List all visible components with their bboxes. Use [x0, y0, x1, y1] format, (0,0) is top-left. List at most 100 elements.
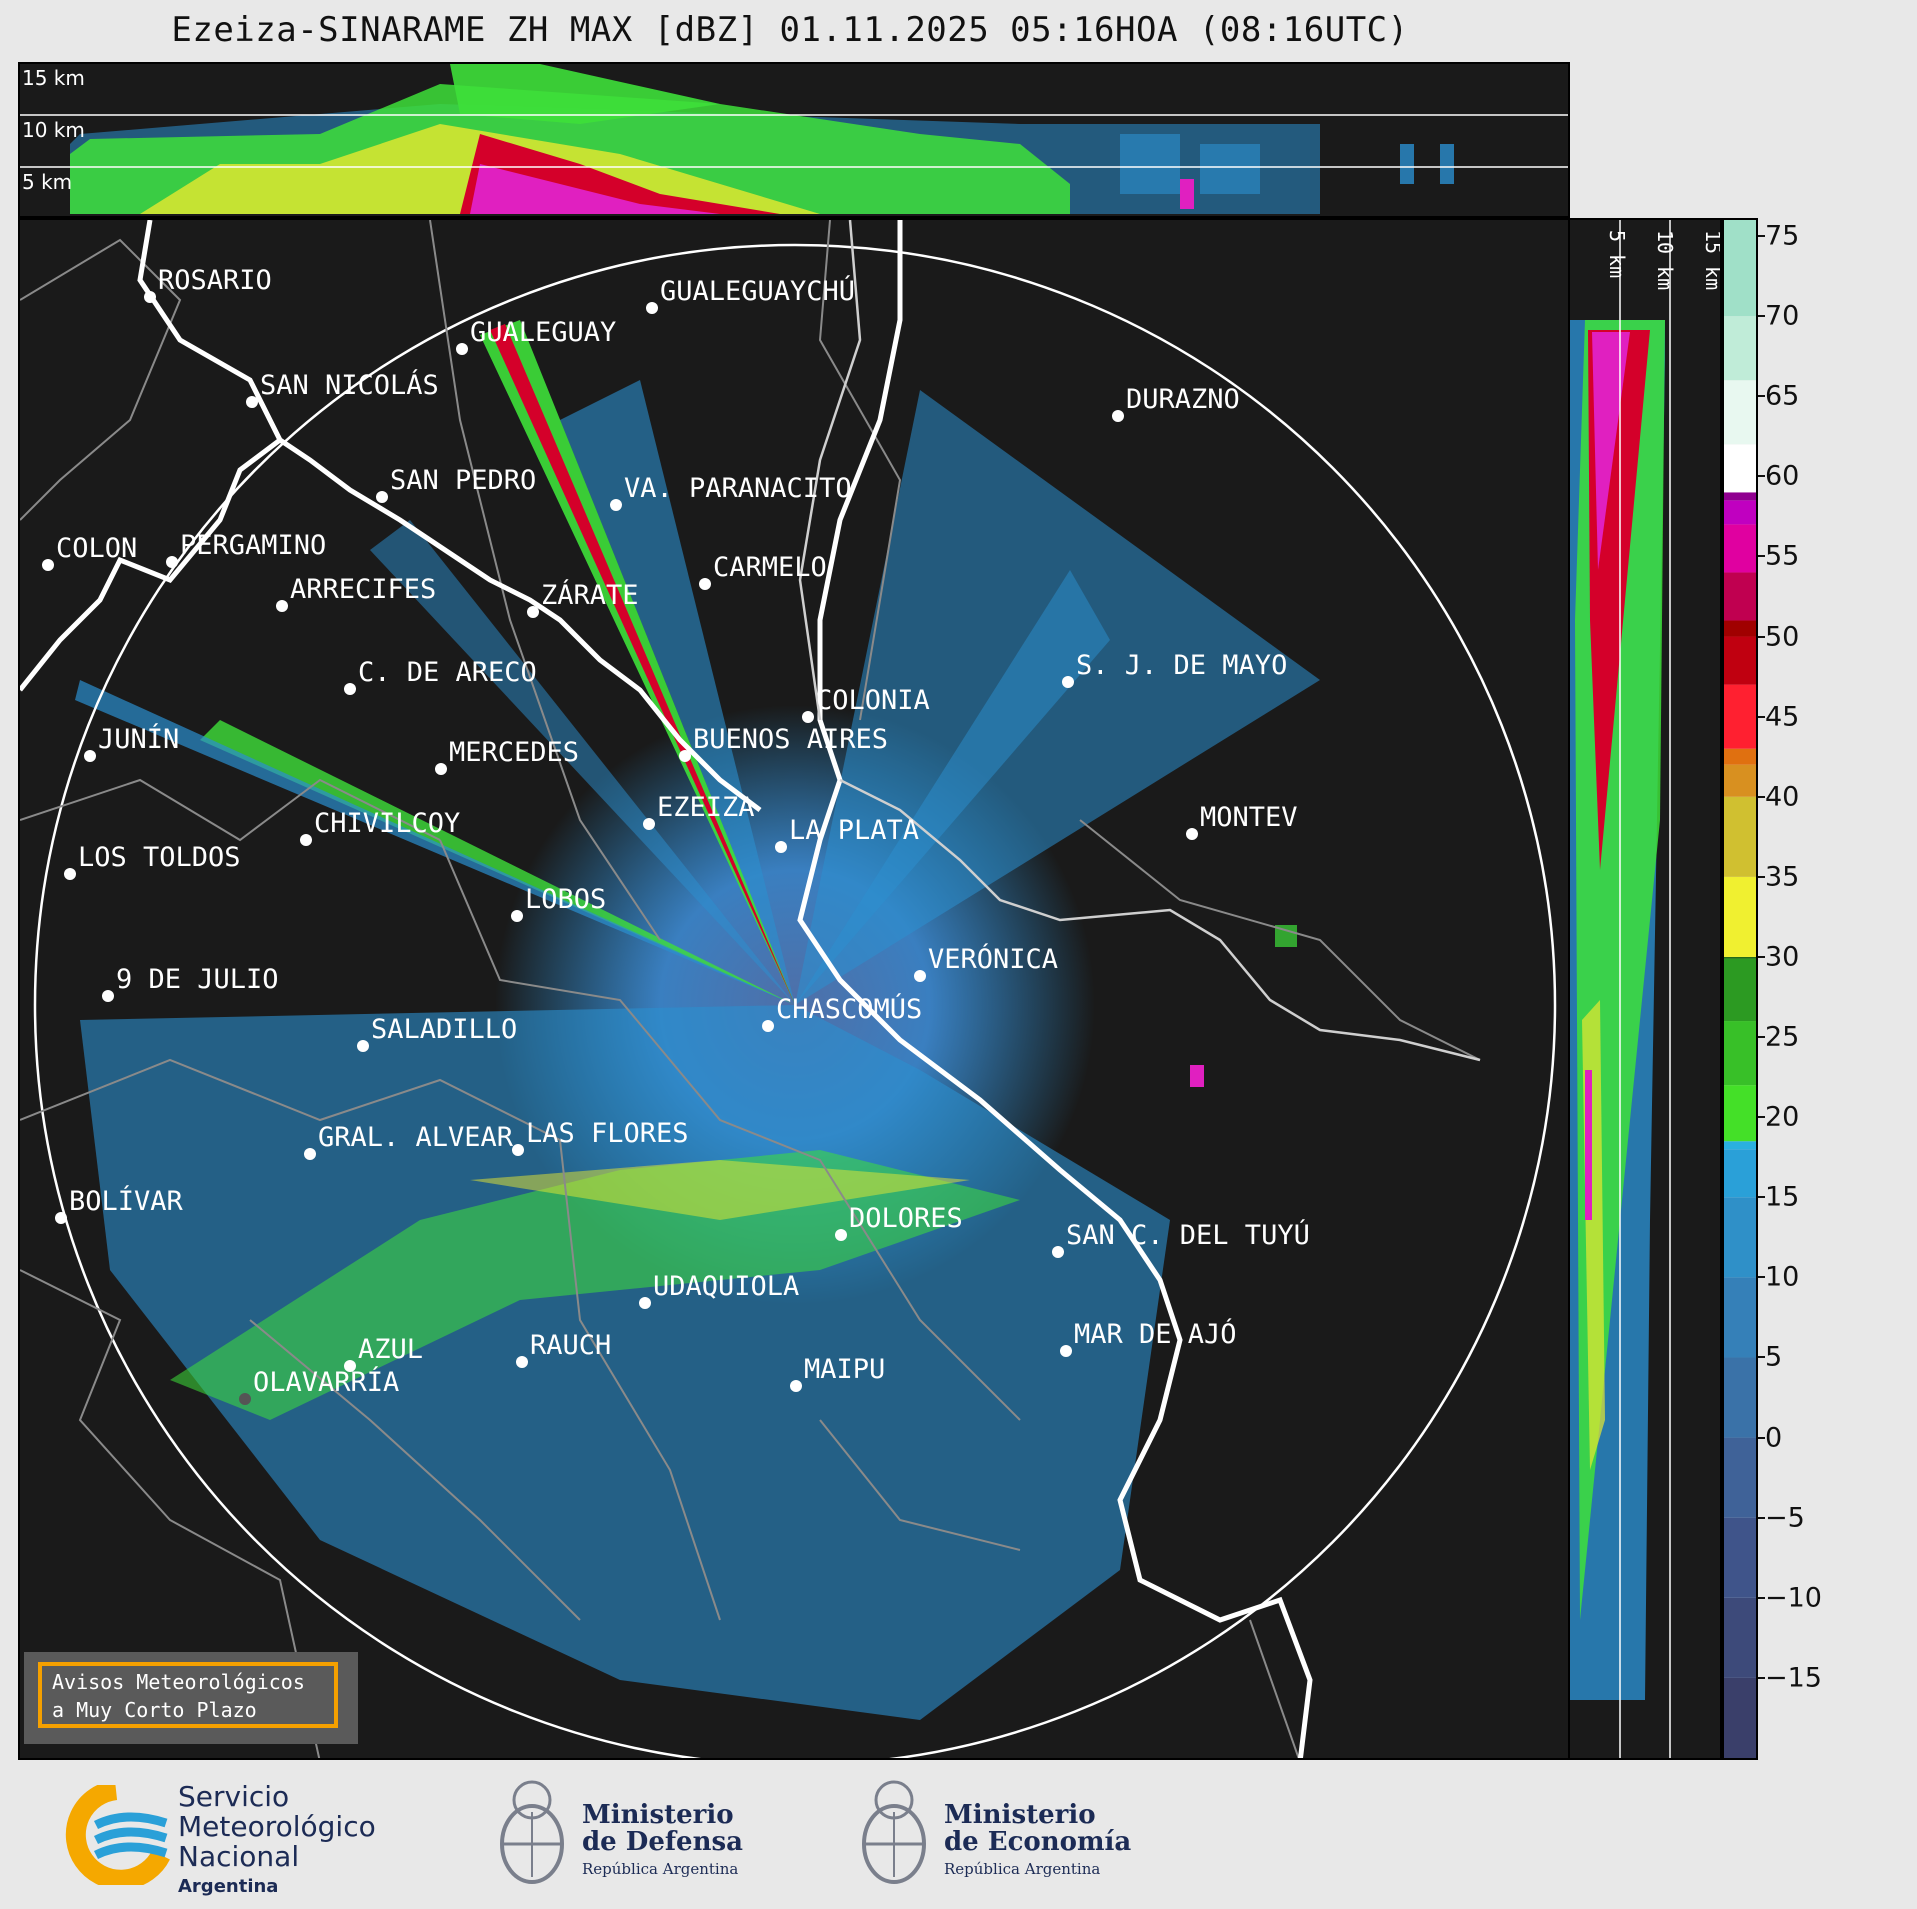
city-marker — [1062, 676, 1074, 688]
city-label: VA. PARANACITO — [624, 473, 852, 504]
city-marker — [102, 990, 114, 1002]
colorbar-tick-label: 45 — [1765, 701, 1800, 733]
city-marker — [239, 1393, 251, 1405]
colorbar-segment — [1724, 524, 1756, 573]
city-label: SALADILLO — [371, 1014, 517, 1045]
city-marker — [246, 396, 258, 408]
city-marker — [1186, 828, 1198, 840]
city-marker — [511, 910, 523, 922]
city-label: BOLÍVAR — [69, 1185, 184, 1217]
range-ring — [33, 243, 1557, 1758]
radar-map-plot: ROSARIO GUALEGUAYCHÚ GUALEGUAY SAN NICOLÁS D… — [20, 220, 1568, 1758]
city-label: MAIPU — [804, 1354, 885, 1385]
colorbar-tick-mark — [1758, 1036, 1765, 1039]
city-label: RAUCH — [530, 1330, 611, 1361]
badge-line1: Avisos Meteorológicos — [52, 1670, 305, 1694]
city-label: OLAVARRÍA — [253, 1366, 399, 1398]
city-marker — [376, 491, 388, 503]
colorbar-segment — [1724, 1021, 1756, 1086]
city-marker — [1112, 410, 1124, 422]
colorbar-segment — [1724, 220, 1756, 317]
coastline-uruguay — [798, 220, 1481, 1062]
city-marker — [55, 1212, 67, 1224]
colorbar-gradient — [1724, 220, 1756, 1758]
colorbar-tick-mark — [1758, 1276, 1765, 1279]
smn-line2: Meteorológico — [178, 1810, 376, 1843]
city-marker — [914, 970, 926, 982]
colorbar-segment — [1724, 572, 1756, 621]
economia-line2: de Economía — [944, 1827, 1132, 1857]
city-marker — [639, 1297, 651, 1309]
economia-line3: República Argentina — [944, 1860, 1101, 1878]
warnings-badge-frame: Avisos Meteorológicos a Muy Corto Plazo — [38, 1662, 338, 1728]
city-marker — [646, 302, 658, 314]
economia-line1: Ministerio — [944, 1800, 1096, 1830]
height-label: 5 km — [22, 170, 73, 194]
city-marker — [456, 343, 468, 355]
colorbar-tick-label: −5 — [1765, 1502, 1805, 1534]
colorbar-segment — [1724, 796, 1756, 877]
defensa-logo-text: Ministerio de Defensa República Argentin… — [582, 1802, 743, 1883]
smn-logo-text: Servicio Meteorológico Nacional Argentin… — [178, 1782, 376, 1902]
colorbar-tick-label: 25 — [1765, 1021, 1800, 1053]
height-label: 10 km — [22, 118, 85, 142]
city-label: MONTEV — [1200, 802, 1298, 833]
colorbar-tick-mark — [1758, 1116, 1765, 1119]
warnings-badge[interactable]: Avisos Meteorológicos a Muy Corto Plazo — [24, 1652, 358, 1744]
colorbar-segment — [1724, 748, 1756, 765]
city-marker — [512, 1144, 524, 1156]
city-marker — [304, 1148, 316, 1160]
colorbar-tick-mark — [1758, 1676, 1765, 1679]
colorbar-tick-mark — [1758, 1196, 1765, 1199]
colorbar-segment — [1724, 500, 1756, 525]
colorbar-segment — [1724, 1141, 1756, 1150]
badge-line2: a Muy Corto Plazo — [52, 1698, 257, 1722]
argentina-coat-of-arms-icon — [862, 1780, 926, 1884]
side-cross-section: 5 km 10 km 15 km — [1568, 218, 1722, 1760]
city-marker — [276, 600, 288, 612]
colorbar-segment — [1724, 444, 1756, 493]
city-marker — [300, 834, 312, 846]
city-label: COLON — [56, 533, 137, 564]
colorbar-segment — [1724, 1197, 1756, 1278]
colorbar-tick-label: 10 — [1765, 1261, 1800, 1293]
city-marker — [835, 1229, 847, 1241]
city-marker — [802, 711, 814, 723]
city-label: MAR DE AJÓ — [1074, 1318, 1237, 1350]
city-label: ZÁRATE — [541, 579, 639, 611]
colorbar-segment — [1724, 684, 1756, 749]
city-label: EZEIZA — [657, 792, 755, 823]
colorbar-tick-mark — [1758, 715, 1765, 718]
colorbar-tick-label: 20 — [1765, 1101, 1800, 1133]
colorbar-tick-mark — [1758, 555, 1765, 558]
colorbar-tick-label: 60 — [1765, 460, 1800, 492]
city-label: 9 DE JULIO — [116, 964, 279, 995]
city-marker — [344, 683, 356, 695]
colorbar-segment — [1724, 492, 1756, 501]
defensa-line3: República Argentina — [582, 1860, 739, 1878]
colorbar-tick-mark — [1758, 395, 1765, 398]
colorbar-tick-mark — [1758, 955, 1765, 958]
colorbar-segment — [1724, 1357, 1756, 1438]
colorbar-segment — [1724, 636, 1756, 685]
colorbar-tick-mark — [1758, 1436, 1765, 1439]
city-marker — [166, 556, 178, 568]
city-marker — [762, 1020, 774, 1032]
city-marker — [1052, 1246, 1064, 1258]
city-marker — [699, 578, 711, 590]
major-boundaries — [20, 220, 1313, 1758]
city-label: UDAQUIOLA — [653, 1271, 799, 1302]
city-label: JUNÍN — [98, 723, 179, 755]
city-marker — [775, 841, 787, 853]
smn-logo-icon — [65, 1785, 170, 1885]
height-label: 15 km — [22, 66, 85, 90]
city-marker — [1060, 1345, 1072, 1357]
city-label: S. J. DE MAYO — [1076, 650, 1287, 681]
colorbar-tick-label: −15 — [1765, 1662, 1822, 1694]
city-marker — [610, 499, 622, 511]
side-cross-section-plot: 5 km 10 km 15 km — [1570, 220, 1720, 1758]
colorbar-tick-mark — [1758, 875, 1765, 878]
city-marker — [516, 1356, 528, 1368]
city-marker — [84, 750, 96, 762]
city-label: ARRECIFES — [290, 574, 436, 605]
